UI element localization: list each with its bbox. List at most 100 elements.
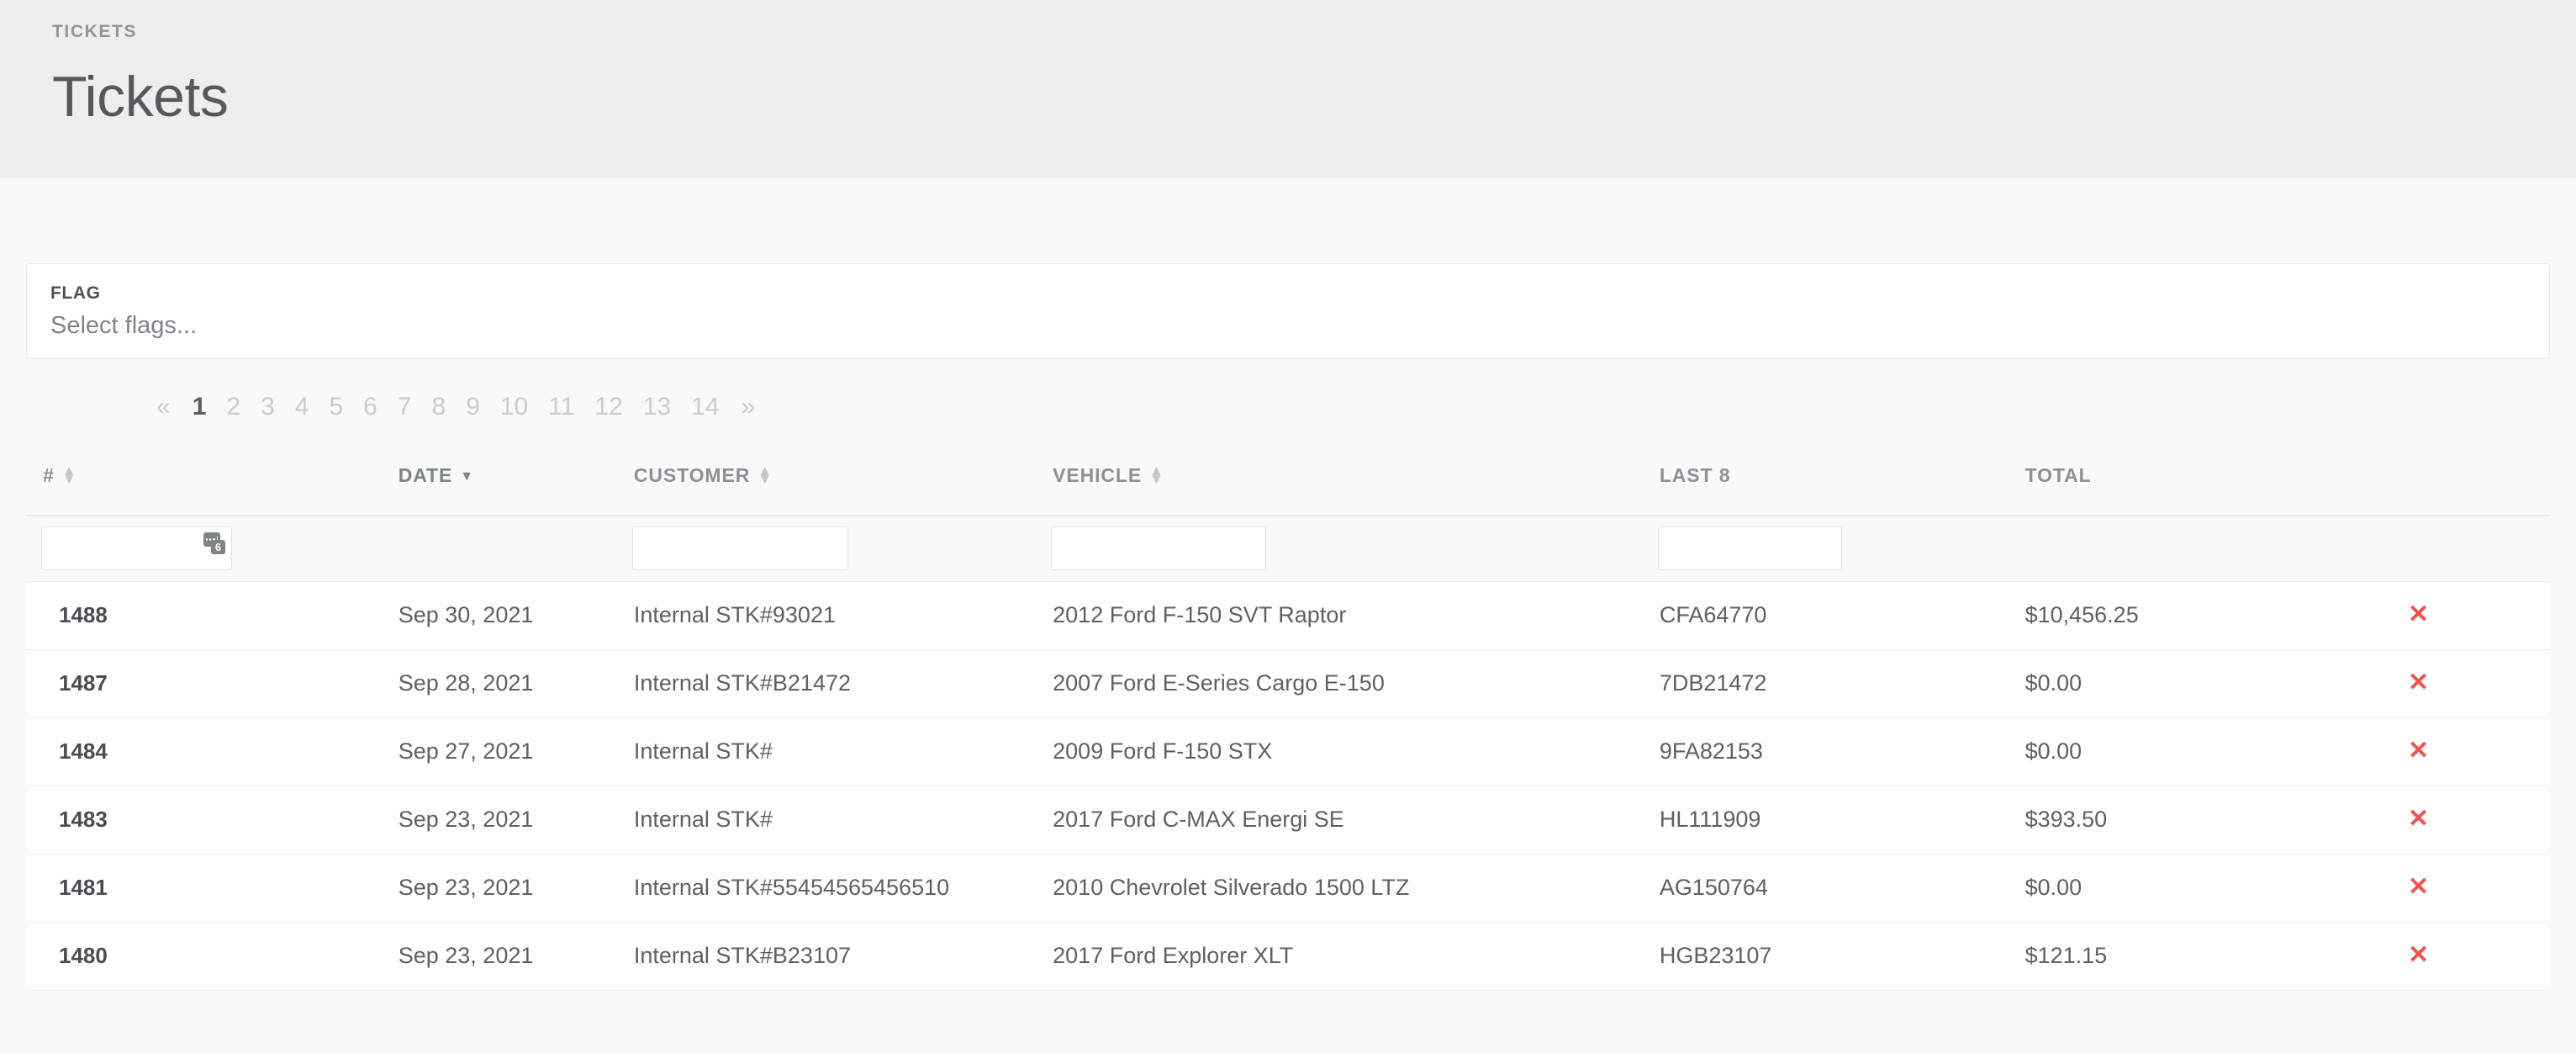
pagination: « 1 2 3 4 5 6 7 8 9 10 11 12 13 14 » [26, 359, 2550, 425]
cell-total: $0.00 [2008, 717, 2391, 786]
column-header-date[interactable]: DATE ▼ [381, 437, 617, 516]
cell-total: $0.00 [2008, 854, 2391, 923]
filter-input-vehicle[interactable] [1051, 526, 1267, 571]
table-row[interactable]: 1480 Sep 23, 2021 Internal STK#B23107 20… [26, 922, 2550, 991]
cell-total: $393.50 [2008, 786, 2391, 855]
cell-date: Sep 28, 2021 [381, 649, 617, 718]
cell-id[interactable]: 1488 [26, 581, 382, 650]
table-row[interactable]: 1484 Sep 27, 2021 Internal STK# 2009 For… [26, 717, 2550, 786]
delete-row-icon[interactable]: ✕ [2407, 601, 2430, 628]
cell-id[interactable]: 1483 [26, 786, 382, 855]
table-row[interactable]: 1488 Sep 30, 2021 Internal STK#93021 201… [26, 581, 2550, 650]
column-header-total-label: TOTAL [2024, 464, 2092, 486]
column-filter-row: 6 [26, 516, 2550, 582]
filter-input-id[interactable]: 6 [41, 526, 232, 571]
cell-vehicle: 2007 Ford E-Series Cargo E-150 [1036, 649, 1643, 718]
sort-arrows-icon[interactable]: ▲ ▼ [61, 463, 77, 487]
pagination-next[interactable]: » [741, 393, 756, 421]
cell-last8: HL111909 [1642, 786, 2009, 855]
cell-vehicle: 2012 Ford F-150 SVT Raptor [1036, 581, 1643, 650]
cell-vehicle: 2009 Ford F-150 STX [1036, 717, 1643, 786]
cell-actions: ✕ [2390, 786, 2550, 855]
sort-arrows-icon[interactable]: ▲ ▼ [1149, 463, 1164, 487]
cell-customer: Internal STK# [616, 717, 1037, 786]
pagination-page-14[interactable]: 14 [691, 393, 720, 421]
filter-cell-id: 6 [26, 516, 382, 582]
pagination-page-10[interactable]: 10 [499, 393, 529, 421]
cell-id[interactable]: 1484 [26, 717, 382, 786]
cell-last8: CFA64770 [1642, 581, 2009, 650]
flag-filter-card[interactable]: FLAG Select flags... [26, 263, 2550, 359]
table-row[interactable]: 1487 Sep 28, 2021 Internal STK#B21472 20… [26, 649, 2550, 718]
table-row[interactable]: 1483 Sep 23, 2021 Internal STK# 2017 For… [26, 786, 2550, 855]
column-header-last8: LAST 8 [1642, 437, 2009, 516]
cell-total: $10,456.25 [2008, 581, 2391, 650]
pagination-page-7[interactable]: 7 [397, 393, 412, 421]
cell-date: Sep 23, 2021 [381, 854, 617, 923]
pagination-page-1[interactable]: 1 [192, 393, 207, 421]
filter-cell-last8 [1642, 516, 2009, 582]
pagination-page-11[interactable]: 11 [548, 393, 575, 421]
pagination-page-13[interactable]: 13 [642, 393, 672, 421]
cell-id[interactable]: 1481 [26, 854, 382, 923]
pagination-prev[interactable]: « [156, 393, 171, 421]
delete-row-icon[interactable]: ✕ [2407, 737, 2430, 765]
cell-id[interactable]: 1480 [26, 922, 382, 991]
filter-cell-customer [616, 516, 1037, 582]
delete-row-icon[interactable]: ✕ [2407, 669, 2430, 696]
delete-row-icon[interactable]: ✕ [2407, 941, 2430, 969]
column-header-id[interactable]: # ▲ ▼ [26, 437, 382, 516]
cell-vehicle: 2010 Chevrolet Silverado 1500 LTZ [1036, 854, 1643, 923]
chevron-down-icon[interactable]: ▼ [460, 468, 474, 484]
column-header-id-label: # [43, 464, 55, 486]
column-header-vehicle[interactable]: VEHICLE ▲ ▼ [1036, 437, 1643, 516]
table-row[interactable]: 1481 Sep 23, 2021 Internal STK#554545654… [26, 854, 2550, 923]
tickets-table-head: # ▲ ▼ DATE ▼ CUSTOMER ▲ ▼ [26, 437, 2550, 516]
column-header-vehicle-label: VEHICLE [1053, 464, 1143, 486]
pagination-page-4[interactable]: 4 [294, 393, 309, 421]
pagination-page-8[interactable]: 8 [431, 393, 446, 421]
filter-cell-actions [2390, 516, 2550, 582]
cell-last8: HGB23107 [1642, 922, 2009, 991]
pagination-page-3[interactable]: 3 [261, 393, 275, 421]
sort-arrows-icon[interactable]: ▲ ▼ [757, 463, 773, 487]
pagination-page-6[interactable]: 6 [363, 393, 377, 421]
cell-customer: Internal STK#93021 [616, 581, 1037, 650]
filter-cell-vehicle [1036, 516, 1643, 582]
cell-actions: ✕ [2390, 854, 2550, 923]
flag-filter-label: FLAG [50, 283, 101, 303]
breadcrumb: TICKETS [52, 22, 138, 41]
cell-vehicle: 2017 Ford Explorer XLT [1036, 922, 1643, 991]
cell-total: $121.15 [2008, 922, 2391, 991]
pagination-page-5[interactable]: 5 [329, 393, 344, 421]
tickets-table-body: 6 1488 Sep 30, 2021 [26, 516, 2550, 991]
flag-select-input[interactable]: Select flags... [50, 312, 198, 339]
cell-vehicle: 2017 Ford C-MAX Energi SE [1036, 786, 1643, 855]
cell-actions: ✕ [2390, 581, 2550, 650]
autofill-badge-icon[interactable]: 6 [203, 532, 225, 555]
cell-customer: Internal STK#B21472 [616, 649, 1037, 718]
cell-customer: Internal STK#B23107 [616, 922, 1037, 991]
filter-input-last8[interactable] [1657, 526, 1842, 571]
cell-id[interactable]: 1487 [26, 649, 382, 718]
page-title: Tickets [52, 65, 229, 129]
cell-customer: Internal STK# [616, 786, 1037, 855]
filter-input-customer[interactable] [631, 526, 848, 571]
pagination-page-2[interactable]: 2 [226, 393, 241, 421]
cell-last8: AG150764 [1642, 854, 2009, 923]
delete-row-icon[interactable]: ✕ [2407, 805, 2430, 833]
page-body: FLAG Select flags... « 1 2 3 4 5 6 7 8 9… [0, 263, 2576, 1053]
column-header-last8-label: LAST 8 [1659, 464, 1731, 486]
cell-date: Sep 30, 2021 [381, 581, 617, 650]
autofill-badge-count: 6 [211, 540, 225, 555]
column-header-customer[interactable]: CUSTOMER ▲ ▼ [616, 437, 1037, 516]
cell-actions: ✕ [2390, 922, 2550, 991]
delete-row-icon[interactable]: ✕ [2407, 873, 2430, 901]
column-header-customer-label: CUSTOMER [633, 464, 751, 486]
cell-date: Sep 27, 2021 [381, 717, 617, 786]
page-header: TICKETS Tickets [0, 0, 2576, 177]
pagination-page-12[interactable]: 12 [594, 393, 623, 421]
column-header-date-label: DATE [398, 464, 453, 486]
pagination-page-9[interactable]: 9 [466, 393, 480, 421]
tickets-table: # ▲ ▼ DATE ▼ CUSTOMER ▲ ▼ [26, 437, 2550, 991]
